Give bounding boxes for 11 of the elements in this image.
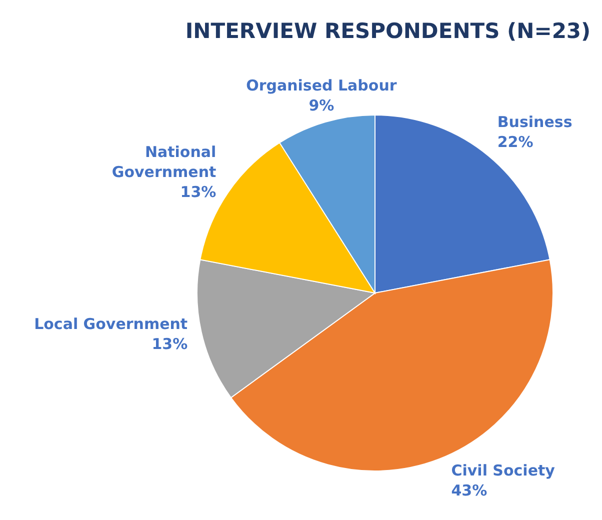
data-label: 9% bbox=[308, 96, 334, 115]
slice-label: Local Government bbox=[34, 314, 188, 333]
slice-label: National Government bbox=[112, 143, 216, 182]
data-label: 13% bbox=[180, 183, 216, 202]
slice-label: Civil Society bbox=[451, 461, 556, 480]
data-label: 13% bbox=[152, 334, 188, 353]
slice-label: Organised Labour bbox=[246, 76, 398, 95]
data-label: 43% bbox=[451, 481, 488, 500]
slice-label: Business bbox=[497, 113, 572, 132]
chart-title: INTERVIEW RESPONDENTS (N=23) bbox=[185, 19, 591, 43]
data-label: 22% bbox=[497, 133, 534, 152]
